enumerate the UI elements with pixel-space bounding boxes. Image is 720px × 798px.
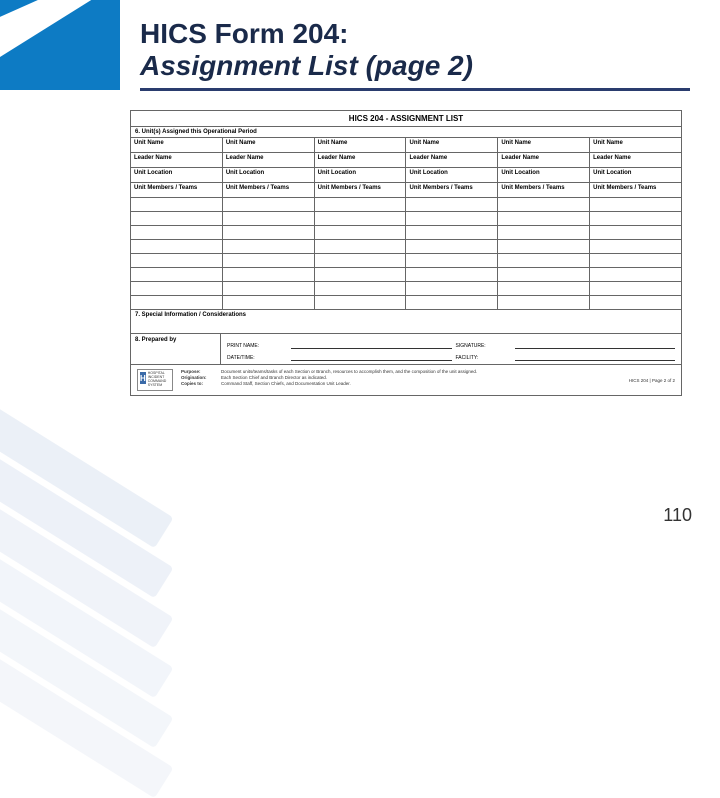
form-sheet: HICS 204 - ASSIGNMENT LIST 6. Unit(s) As…	[130, 110, 682, 396]
form-title: HICS 204 - ASSIGNMENT LIST	[131, 111, 681, 127]
blank-row	[131, 254, 681, 268]
footer-meta: Purpose:Document units/teams/tasks of ea…	[181, 369, 675, 387]
unit-members-cell: Unit Members / Teams	[131, 183, 223, 197]
facility-label: FACILITY:	[456, 355, 511, 361]
unit-name-cell: Unit Name	[590, 138, 681, 152]
form-page-ref: HICS 204 | Page 2 of 2	[629, 378, 675, 383]
leader-name-cell: Leader Name	[131, 153, 223, 167]
unit-location-cell: Unit Location	[131, 168, 223, 182]
slide-title-block: HICS Form 204: Assignment List (page 2)	[140, 18, 690, 91]
hics-logo: H HOSPITAL INCIDENT COMMAND SYSTEM	[137, 369, 173, 391]
units-row-leader-name: Leader Name Leader Name Leader Name Lead…	[131, 153, 681, 168]
facility-line	[515, 353, 676, 361]
datetime-label: DATE/TIME:	[227, 355, 287, 361]
blank-row	[131, 282, 681, 296]
unit-name-cell: Unit Name	[498, 138, 590, 152]
signature-label: SIGNATURE:	[456, 343, 511, 349]
section-6-header: 6. Unit(s) Assigned this Operational Per…	[131, 127, 681, 138]
unit-members-cell: Unit Members / Teams	[590, 183, 681, 197]
slide-page-number: 110	[663, 505, 692, 526]
unit-location-cell: Unit Location	[406, 168, 498, 182]
section-7-header: 7. Special Information / Considerations	[131, 310, 681, 334]
hics-logo-text: HOSPITAL INCIDENT COMMAND SYSTEM	[148, 372, 170, 388]
hics-logo-letter: H	[140, 372, 146, 384]
slide-title-line1: HICS Form 204:	[140, 18, 690, 50]
unit-location-cell: Unit Location	[590, 168, 681, 182]
print-name-line	[291, 341, 452, 349]
unit-location-cell: Unit Location	[315, 168, 407, 182]
print-name-label: PRINT NAME:	[227, 343, 287, 349]
section-8-label: 8. Prepared by	[131, 334, 221, 364]
brand-logo	[0, 0, 130, 100]
unit-members-cell: Unit Members / Teams	[406, 183, 498, 197]
leader-name-cell: Leader Name	[223, 153, 315, 167]
unit-name-cell: Unit Name	[406, 138, 498, 152]
leader-name-cell: Leader Name	[406, 153, 498, 167]
unit-name-cell: Unit Name	[315, 138, 407, 152]
unit-members-cell: Unit Members / Teams	[498, 183, 590, 197]
leader-name-cell: Leader Name	[315, 153, 407, 167]
blank-row	[131, 296, 681, 310]
units-row-unit-name: Unit Name Unit Name Unit Name Unit Name …	[131, 138, 681, 153]
unit-name-cell: Unit Name	[223, 138, 315, 152]
leader-name-cell: Leader Name	[590, 153, 681, 167]
copies-key: Copies to:	[181, 381, 217, 387]
form-footer: H HOSPITAL INCIDENT COMMAND SYSTEM Purpo…	[131, 365, 681, 395]
slide-title-line2: Assignment List (page 2)	[140, 50, 690, 82]
blank-row	[131, 226, 681, 240]
signature-line	[515, 341, 676, 349]
unit-members-cell: Unit Members / Teams	[223, 183, 315, 197]
unit-location-cell: Unit Location	[498, 168, 590, 182]
leader-name-cell: Leader Name	[498, 153, 590, 167]
blank-row	[131, 198, 681, 212]
units-row-unit-members: Unit Members / Teams Unit Members / Team…	[131, 183, 681, 198]
blank-row	[131, 240, 681, 254]
blank-row	[131, 212, 681, 226]
units-row-unit-location: Unit Location Unit Location Unit Locatio…	[131, 168, 681, 183]
section-8-prepared-by: 8. Prepared by PRINT NAME: SIGNATURE: DA…	[131, 334, 681, 365]
title-underline	[140, 88, 690, 91]
unit-name-cell: Unit Name	[131, 138, 223, 152]
blank-row	[131, 268, 681, 282]
unit-location-cell: Unit Location	[223, 168, 315, 182]
copies-val: Command Staff, Section Chiefs, and Docum…	[221, 381, 351, 387]
unit-members-cell: Unit Members / Teams	[315, 183, 407, 197]
datetime-line	[291, 353, 452, 361]
